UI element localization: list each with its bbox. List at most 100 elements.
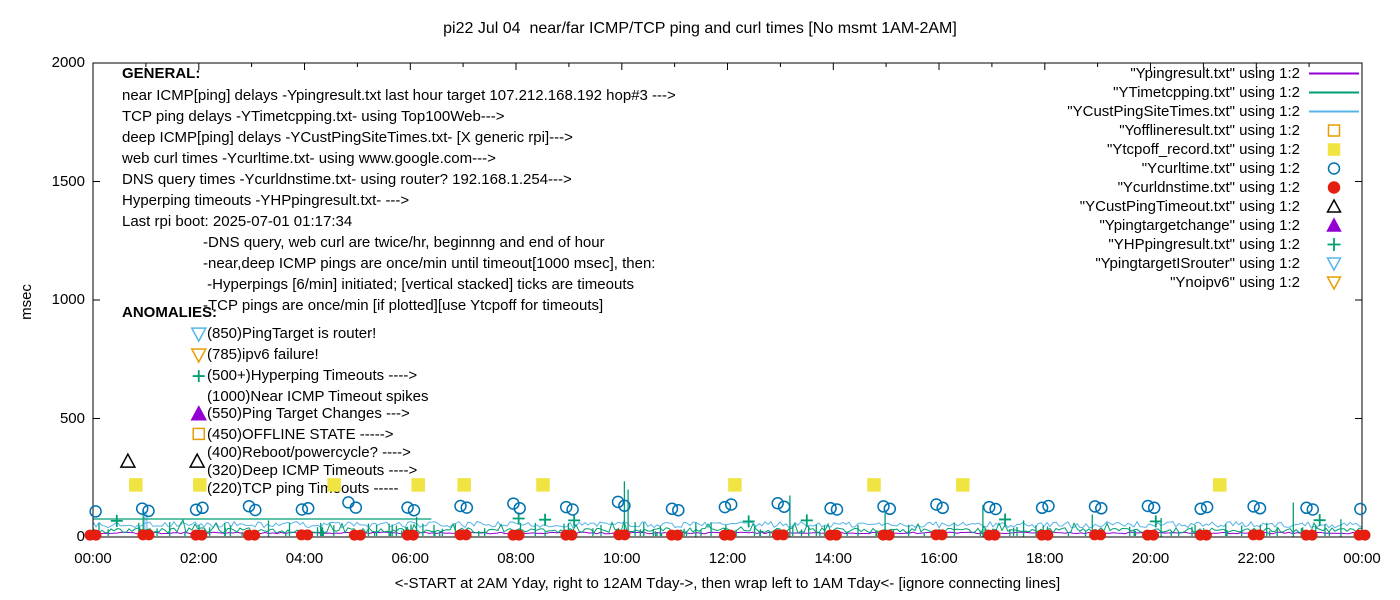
x-tick-label: 10:00 <box>602 550 641 567</box>
general-note-line: -Hyperpings [6/min] initiated; [vertical… <box>203 276 635 293</box>
anomaly-line: (450)OFFLINE STATE -----> <box>207 426 394 443</box>
x-tick-label: 18:00 <box>1025 550 1064 567</box>
ycurldnstime-points <box>84 529 1371 541</box>
yofflineresult-points <box>192 427 205 441</box>
legend-entry: "YTimetcpping.txt" using 1:2 <box>1113 83 1362 102</box>
y-tick-label: 0 <box>76 528 85 545</box>
legend-label: "Ypingtargetchange" using 1:2 <box>1099 217 1300 234</box>
general-note-line: -DNS query, web curl are twice/hr, begin… <box>203 234 605 251</box>
legend-label: "YCustPingTimeout.txt" using 1:2 <box>1079 198 1300 215</box>
line-icon <box>1306 64 1362 83</box>
anomaly-line: (400)Reboot/powercycle? ----> <box>207 444 411 461</box>
x-tick-label: 00:00 <box>74 550 112 567</box>
legend-entry: "Ypingtargetchange" using 1:2 <box>1099 216 1362 235</box>
legend-entry: "Yofflineresult.txt" using 1:2 <box>1119 121 1362 140</box>
plus-icon <box>1306 235 1362 254</box>
legend-sample-glyph <box>1327 143 1341 156</box>
legend-label: "YHPpingresult.txt" using 1:2 <box>1108 236 1300 253</box>
general-note-line: -TCP pings are once/min [if plotted][use… <box>203 297 604 314</box>
legend-entry: "Ynoipv6" using 1:2 <box>1170 273 1362 292</box>
legend-entry: "YHPpingresult.txt" using 1:2 <box>1108 235 1362 254</box>
legend-label: "Ynoipv6" using 1:2 <box>1170 274 1300 291</box>
x-tick-label: 06:00 <box>391 550 430 567</box>
triangle-down-icon <box>1306 254 1362 273</box>
legend-entry: "YCustPingTimeout.txt" using 1:2 <box>1080 197 1362 216</box>
triangle-up-icon <box>1306 216 1362 235</box>
general-line: Hyperping timeouts -YHPpingresult.txt- -… <box>122 192 410 209</box>
y-tick-label: 500 <box>59 409 85 427</box>
legend-entry: "Ycurltime.txt" using 1:2 <box>1142 159 1362 178</box>
x-tick-label: 00:00 <box>1343 550 1381 567</box>
square-icon <box>1306 121 1362 140</box>
general-line: near ICMP[ping] delays -Ypingresult.txt … <box>122 87 676 104</box>
ycurltime-points <box>89 495 1367 518</box>
legend-label: "Ypingresult.txt" using 1:2 <box>1130 65 1300 82</box>
legend-label: "Ycurltime.txt" using 1:2 <box>1141 160 1300 177</box>
legend-sample-glyph <box>1309 91 1359 94</box>
legend-entry: "YpingtargetISrouter" using 1:2 <box>1095 254 1362 273</box>
ytimetcpping-line <box>92 518 1363 534</box>
legend-sample-glyph <box>1327 181 1341 194</box>
general-line: TCP ping delays -YTimetcpping.txt- using… <box>122 108 505 125</box>
x-tick-label: 08:00 <box>497 550 535 567</box>
triangle-down-icon <box>1306 273 1362 292</box>
anomaly-line: (320)Deep ICMP Timeouts ----> <box>207 462 418 479</box>
ypingtargetchange-points <box>190 405 208 421</box>
x-tick-label: 12:00 <box>708 550 747 567</box>
legend-entry: "YCustPingSiteTimes.txt" using 1:2 <box>1067 102 1362 121</box>
legend-sample-glyph <box>1309 110 1359 113</box>
y-tick-label: 1000 <box>51 291 85 308</box>
anomaly-line: (500+)Hyperping Timeouts ----> <box>207 367 418 384</box>
anomaly-line: (220)TCP ping Timeouts ----- <box>207 480 399 497</box>
general-line: web curl times -Ycurltime.txt- using www… <box>122 150 496 167</box>
ypingresult-line <box>92 531 1362 535</box>
anomaly-line: (785)ipv6 failure! <box>207 346 319 363</box>
connecting-line-artifact <box>144 511 148 536</box>
legend-sample-glyph <box>1327 124 1341 137</box>
anomaly-line: (850)PingTarget is router! <box>207 325 377 342</box>
square-icon <box>1306 140 1362 159</box>
anomaly-line: (550)Ping Target Changes ---> <box>207 405 410 422</box>
legend-entry: "Ytcpoff_record.txt" using 1:2 <box>1107 140 1362 159</box>
legend-entry: "Ypingresult.txt" using 1:2 <box>1130 64 1362 83</box>
general-header: GENERAL: <box>122 65 201 82</box>
line-icon <box>1306 83 1362 102</box>
x-tick-label: 02:00 <box>179 550 218 567</box>
general-note-line: -near,deep ICMP pings are once/min until… <box>203 255 656 272</box>
y-tick-label: 2000 <box>51 54 85 71</box>
legend-label: "Yofflineresult.txt" using 1:2 <box>1119 122 1300 139</box>
general-line: deep ICMP[ping] delays -YCustPingSiteTim… <box>122 129 573 146</box>
circle-icon <box>1306 178 1362 197</box>
ypingtargetisrouter-points <box>190 327 208 343</box>
legend-sample-glyph <box>1326 198 1342 213</box>
x-tick-label: 22:00 <box>1237 550 1276 567</box>
legend-sample-glyph <box>1326 257 1342 272</box>
triangle-up-icon <box>1306 197 1362 216</box>
y-tick-label: 1500 <box>51 172 85 190</box>
ycustpingsitetimes-line <box>92 520 1363 529</box>
x-tick-label: 04:00 <box>285 550 324 567</box>
x-axis-label: <-START at 2AM Yday, right to 12AM Tday-… <box>394 575 1061 592</box>
legend-label: "Ycurldnstime.txt" using 1:2 <box>1117 179 1300 196</box>
legend-sample-glyph <box>1326 276 1342 291</box>
legend-entry: "Ycurldnstime.txt" using 1:2 <box>1118 178 1362 197</box>
legend-label: "Ytcpoff_record.txt" using 1:2 <box>1107 141 1300 158</box>
x-tick-label: 20:00 <box>1131 550 1170 567</box>
x-tick-label: 16:00 <box>920 550 958 567</box>
legend-sample-glyph <box>1326 217 1342 232</box>
legend-sample-glyph <box>1309 72 1359 75</box>
legend-label: "YpingtargetISrouter" using 1:2 <box>1095 255 1300 272</box>
anomalies-header: ANOMALIES: <box>122 304 217 321</box>
line-icon <box>1306 102 1362 121</box>
general-line: DNS query times -Ycurldnstime.txt- using… <box>122 171 572 188</box>
legend-sample-glyph <box>1327 238 1341 251</box>
x-tick-label: 14:00 <box>814 550 853 567</box>
general-line: Last rpi boot: 2025-07-01 01:17:34 <box>122 213 353 230</box>
plot-title: pi22 Jul 04 near/far ICMP/TCP ping and c… <box>443 20 957 37</box>
legend-sample-glyph <box>1327 162 1341 175</box>
circle-icon <box>1306 159 1362 178</box>
legend-label: "YTimetcpping.txt" using 1:2 <box>1113 84 1300 101</box>
ycustpingtimeout-points <box>119 452 206 468</box>
legend-label: "YCustPingSiteTimes.txt" using 1:2 <box>1067 103 1300 120</box>
